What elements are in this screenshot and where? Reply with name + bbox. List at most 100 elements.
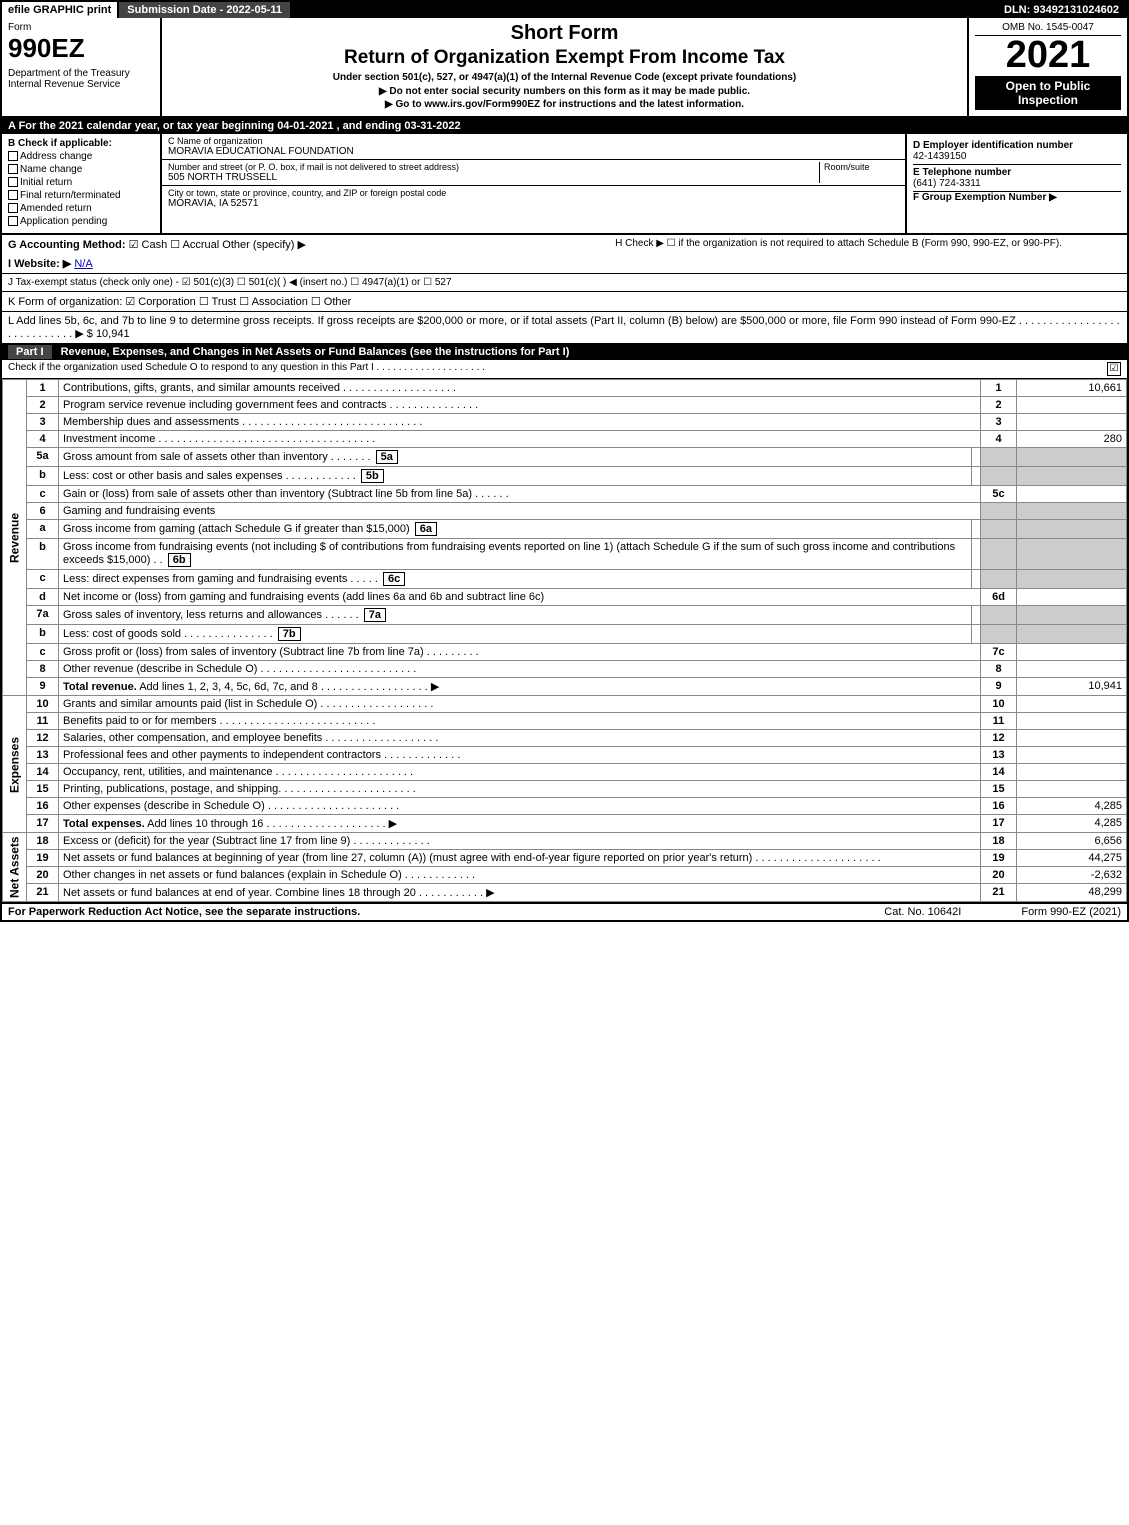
line-amount [1017, 589, 1127, 606]
line-number: b [27, 467, 59, 486]
line-number: d [27, 589, 59, 606]
efile-print-link[interactable]: efile GRAPHIC print [2, 2, 119, 18]
line-row: 13Professional fees and other payments t… [3, 747, 1127, 764]
line-amount: 48,299 [1017, 884, 1127, 902]
section-label: Net Assets [3, 833, 27, 902]
line-box: 7c [981, 644, 1017, 661]
line-box: 2 [981, 397, 1017, 414]
line-description: Membership dues and assessments . . . . … [59, 414, 981, 431]
line-description: Other changes in net assets or fund bala… [59, 867, 981, 884]
line-box: 5c [981, 486, 1017, 503]
chk-initial-return[interactable]: Initial return [8, 177, 154, 188]
line-number: c [27, 570, 59, 589]
sub-amount [972, 625, 981, 644]
schedule-o-checkbox[interactable]: ☑ [1107, 362, 1121, 376]
section-b: B Check if applicable: Address change Na… [2, 134, 162, 233]
line-row: 17Total expenses. Add lines 10 through 1… [3, 815, 1127, 833]
gross-receipts: 10,941 [96, 328, 130, 340]
goto-instruction: ▶ Go to www.irs.gov/Form990EZ for instru… [168, 99, 961, 110]
form-header: Form 990EZ Department of the Treasury In… [2, 18, 1127, 118]
line-amount-shaded [1017, 520, 1127, 539]
line-description: Gaming and fundraising events [59, 503, 981, 520]
group-exemption-row: F Group Exemption Number ▶ [913, 192, 1121, 203]
under-section: Under section 501(c), 527, or 4947(a)(1)… [168, 72, 961, 83]
line-amount [1017, 730, 1127, 747]
sub-amount [972, 448, 981, 467]
line-description: Total expenses. Add lines 10 through 16 … [59, 815, 981, 833]
line-row: 4Investment income . . . . . . . . . . .… [3, 431, 1127, 448]
chk-address-change[interactable]: Address change [8, 151, 154, 162]
line-amount: 44,275 [1017, 850, 1127, 867]
accounting-options: ☑ Cash ☐ Accrual Other (specify) ▶ [129, 239, 306, 251]
line-amount-shaded [1017, 503, 1127, 520]
info-section: B Check if applicable: Address change Na… [2, 134, 1127, 235]
section-j: J Tax-exempt status (check only one) - ☑… [2, 274, 1127, 292]
line-number: a [27, 520, 59, 539]
line-box: 17 [981, 815, 1017, 833]
line-amount: 6,656 [1017, 833, 1127, 850]
line-amount [1017, 696, 1127, 713]
line-description: Gross sales of inventory, less returns a… [59, 606, 972, 625]
line-row: Revenue1Contributions, gifts, grants, an… [3, 380, 1127, 397]
line-row: dNet income or (loss) from gaming and fu… [3, 589, 1127, 606]
sub-amount [972, 570, 981, 589]
line-amount [1017, 781, 1127, 798]
sub-amount [972, 539, 981, 570]
line-amount-shaded [1017, 570, 1127, 589]
line-description: Gross income from gaming (attach Schedul… [59, 520, 972, 539]
section-g-h: G Accounting Method: ☑ Cash ☐ Accrual Ot… [2, 235, 1127, 254]
line-number: 10 [27, 696, 59, 713]
line-box: 1 [981, 380, 1017, 397]
line-description: Less: cost or other basis and sales expe… [59, 467, 972, 486]
line-description: Investment income . . . . . . . . . . . … [59, 431, 981, 448]
return-title: Return of Organization Exempt From Incom… [168, 47, 961, 69]
line-number: 2 [27, 397, 59, 414]
line-box: 21 [981, 884, 1017, 902]
line-number: 18 [27, 833, 59, 850]
ein-row: D Employer identification number 42-1439… [913, 138, 1121, 165]
section-a-tax-year: A For the 2021 calendar year, or tax yea… [2, 118, 1127, 134]
line-amount [1017, 397, 1127, 414]
line-box: 4 [981, 431, 1017, 448]
chk-amended-return[interactable]: Amended return [8, 203, 154, 214]
city-state-zip: MORAVIA, IA 52571 [168, 198, 899, 209]
line-row: Expenses10Grants and similar amounts pai… [3, 696, 1127, 713]
chk-application-pending[interactable]: Application pending [8, 216, 154, 227]
line-number: 13 [27, 747, 59, 764]
tel-row: E Telephone number (641) 724-3311 [913, 165, 1121, 192]
line-box: 16 [981, 798, 1017, 815]
chk-final-return[interactable]: Final return/terminated [8, 190, 154, 201]
room-label: Room/suite [824, 162, 899, 172]
line-box-shaded [981, 539, 1017, 570]
line-row: 16Other expenses (describe in Schedule O… [3, 798, 1127, 815]
line-row: 8Other revenue (describe in Schedule O) … [3, 661, 1127, 678]
tel-value: (641) 724-3311 [913, 178, 1121, 189]
submission-date: Submission Date - 2022-05-11 [119, 2, 292, 18]
line-row: 7aGross sales of inventory, less returns… [3, 606, 1127, 625]
line-description: Excess or (deficit) for the year (Subtra… [59, 833, 981, 850]
line-description: Less: direct expenses from gaming and fu… [59, 570, 972, 589]
department: Department of the Treasury Internal Reve… [8, 68, 154, 90]
sub-amount [972, 467, 981, 486]
line-row: cGain or (loss) from sale of assets othe… [3, 486, 1127, 503]
chk-name-change[interactable]: Name change [8, 164, 154, 175]
line-row: bLess: cost of goods sold . . . . . . . … [3, 625, 1127, 644]
form-label: Form [8, 22, 154, 33]
line-row: 6Gaming and fundraising events [3, 503, 1127, 520]
org-name: MORAVIA EDUCATIONAL FOUNDATION [168, 146, 899, 157]
line-number: 14 [27, 764, 59, 781]
line-description: Gross income from fundraising events (no… [59, 539, 972, 570]
part-1-label: Part I [8, 345, 52, 359]
line-box: 6d [981, 589, 1017, 606]
line-number: b [27, 625, 59, 644]
line-amount [1017, 661, 1127, 678]
section-l: L Add lines 5b, 6c, and 7b to line 9 to … [2, 312, 1127, 344]
line-number: 5a [27, 448, 59, 467]
top-bar: efile GRAPHIC print Submission Date - 20… [2, 2, 1127, 18]
part-1-table: Revenue1Contributions, gifts, grants, an… [2, 379, 1127, 902]
line-description: Printing, publications, postage, and shi… [59, 781, 981, 798]
line-description: Salaries, other compensation, and employ… [59, 730, 981, 747]
line-description: Other revenue (describe in Schedule O) .… [59, 661, 981, 678]
line-box: 11 [981, 713, 1017, 730]
line-box: 12 [981, 730, 1017, 747]
